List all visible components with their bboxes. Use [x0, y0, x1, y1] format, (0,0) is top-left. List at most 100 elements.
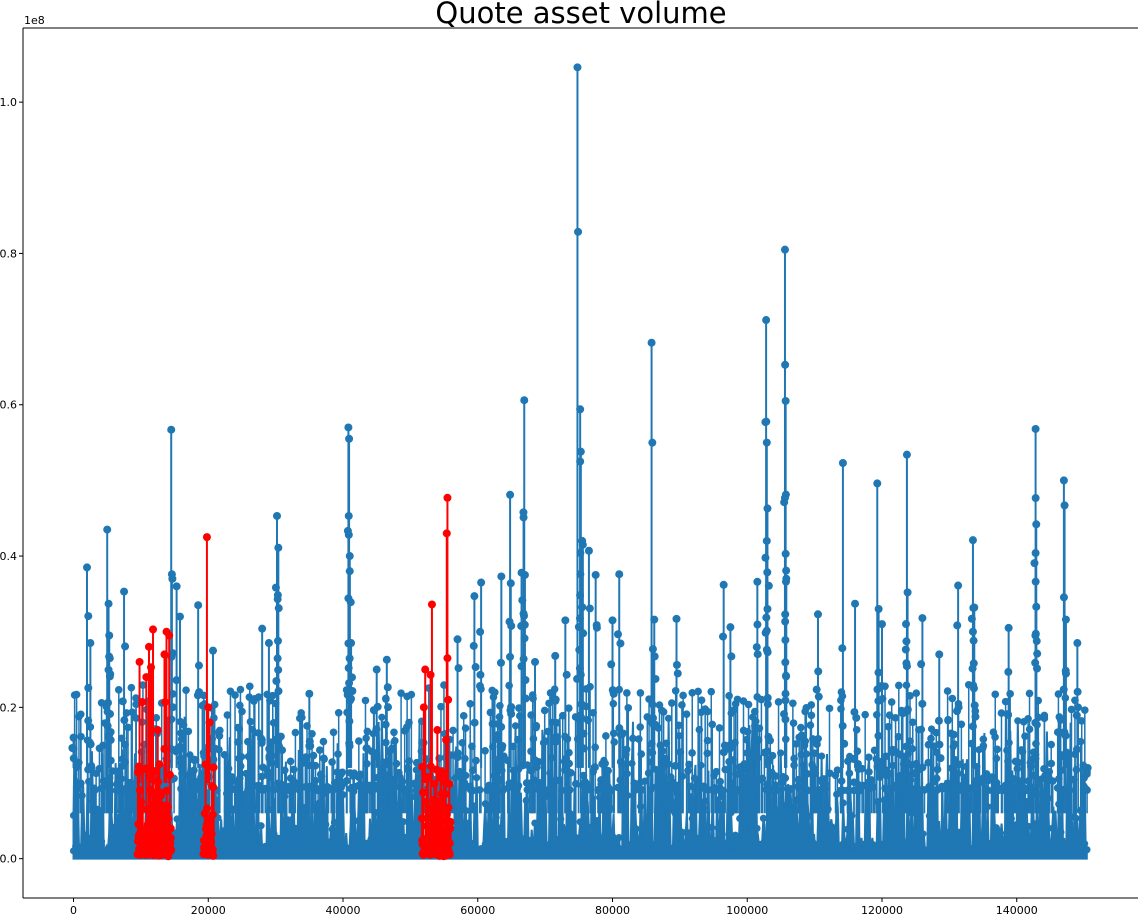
data-point — [177, 816, 185, 825]
data-point — [311, 785, 319, 794]
data-point — [738, 840, 746, 848]
data-point — [275, 742, 283, 751]
data-point — [1006, 690, 1014, 698]
data-point — [753, 650, 762, 659]
data-point — [95, 744, 104, 753]
data-point — [562, 670, 571, 679]
data-point — [838, 644, 847, 653]
data-point — [553, 776, 561, 785]
data-point — [679, 691, 687, 700]
data-point — [578, 540, 587, 549]
data-point — [836, 786, 845, 795]
data-point — [798, 731, 806, 739]
data-point — [496, 701, 504, 710]
data-point — [291, 847, 300, 855]
data-point — [582, 685, 591, 693]
data-point — [794, 828, 802, 836]
data-point — [128, 786, 137, 795]
data-point — [361, 696, 370, 705]
data-point — [648, 700, 657, 709]
data-point — [411, 779, 419, 788]
data-point — [347, 673, 356, 682]
data-point — [113, 786, 121, 795]
data-point — [615, 833, 623, 842]
data-point — [462, 781, 470, 790]
data-point — [943, 828, 951, 837]
data-point — [925, 812, 934, 820]
y-tick-label: 0.0 — [0, 853, 17, 866]
data-point — [872, 711, 881, 719]
data-point — [557, 815, 565, 823]
data-point — [269, 785, 278, 794]
data-point — [762, 316, 771, 325]
data-point — [342, 686, 351, 694]
data-point — [935, 650, 944, 659]
data-point — [528, 691, 537, 699]
data-point — [175, 612, 184, 621]
data-point — [887, 698, 896, 706]
data-point — [782, 672, 791, 681]
data-point — [69, 744, 78, 753]
data-point — [164, 814, 173, 823]
data-point — [719, 580, 728, 589]
data-point — [220, 750, 229, 759]
data-point — [938, 782, 946, 791]
data-point — [707, 687, 716, 696]
data-point — [694, 687, 702, 696]
data-point — [594, 786, 602, 795]
data-point — [128, 834, 136, 842]
data-point — [1032, 520, 1041, 529]
data-point — [412, 786, 420, 795]
data-point — [160, 744, 169, 753]
data-point — [446, 817, 455, 826]
data-point — [468, 839, 476, 848]
data-point — [659, 708, 668, 716]
data-point — [138, 698, 147, 707]
data-point — [743, 728, 752, 736]
data-point — [383, 683, 392, 692]
data-point — [345, 567, 354, 576]
data-point — [454, 664, 463, 673]
data-point — [203, 804, 212, 813]
data-point — [675, 721, 683, 730]
data-point — [1012, 821, 1020, 829]
data-point — [1024, 777, 1033, 785]
data-point — [753, 824, 761, 832]
data-point — [354, 817, 362, 825]
data-point — [107, 728, 115, 736]
data-point — [971, 783, 979, 791]
data-point — [274, 604, 283, 613]
data-point — [363, 727, 372, 736]
y-tick-label: 0.2 — [0, 701, 17, 714]
data-point — [182, 686, 190, 694]
data-point — [1011, 757, 1020, 766]
data-point — [1057, 828, 1065, 836]
data-point — [781, 610, 790, 619]
data-point — [464, 819, 472, 827]
data-point — [877, 620, 886, 629]
data-point — [744, 700, 753, 709]
data-point — [903, 759, 912, 767]
data-point — [743, 749, 751, 757]
data-point — [688, 688, 697, 697]
data-point — [167, 570, 176, 579]
data-point — [949, 775, 958, 784]
data-point — [442, 529, 451, 538]
data-point — [225, 765, 233, 773]
data-point — [902, 620, 911, 629]
data-point — [623, 689, 631, 697]
data-point — [204, 703, 213, 712]
data-point — [328, 825, 336, 833]
data-point — [1031, 494, 1040, 503]
data-point — [194, 601, 203, 610]
data-point — [780, 245, 789, 254]
data-point — [551, 697, 560, 705]
data-point — [378, 713, 386, 721]
data-point — [730, 706, 738, 714]
data-point — [647, 338, 656, 347]
y-tick-label: 0.4 — [0, 550, 17, 563]
data-point — [604, 766, 612, 775]
data-point — [274, 543, 283, 552]
data-point — [458, 739, 467, 747]
data-point — [585, 604, 594, 613]
